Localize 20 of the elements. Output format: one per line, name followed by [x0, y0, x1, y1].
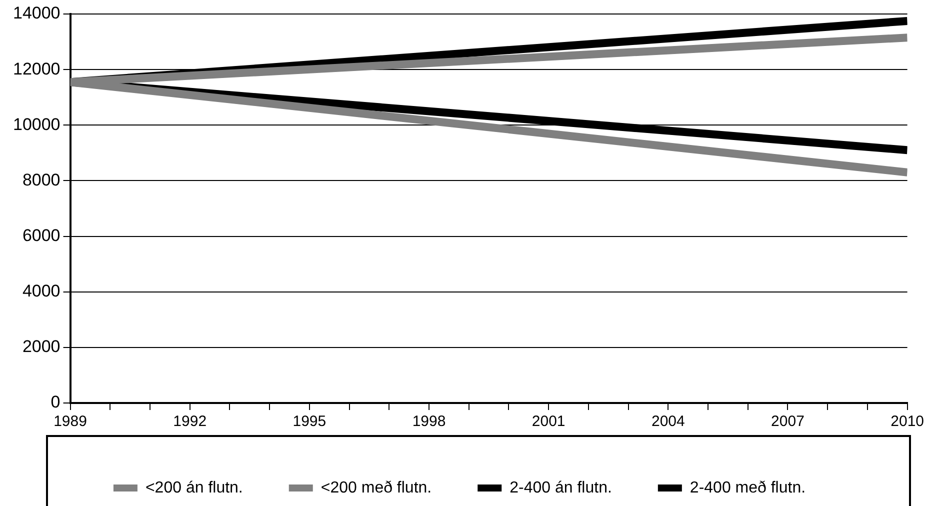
- y-tick-label: 10000: [12, 114, 60, 134]
- x-tick-label: 2004: [651, 413, 685, 430]
- legend-label: 2-400 án flutn.: [510, 479, 612, 496]
- y-tick-label: 8000: [22, 170, 60, 190]
- x-tick-label: 2010: [890, 413, 924, 430]
- legend-label: <200 án flutn.: [145, 479, 243, 496]
- x-tick-label: 1989: [54, 413, 87, 430]
- x-tick-label: 1995: [292, 413, 326, 430]
- y-tick-label: 12000: [12, 59, 60, 78]
- y-tick-label: 2000: [22, 337, 60, 356]
- x-tick-label: 1998: [412, 413, 446, 430]
- y-tick-label: 4000: [22, 282, 60, 301]
- x-tick-label: 2007: [771, 413, 804, 430]
- legend-label: 2-400 með flutn.: [690, 479, 806, 496]
- x-tick-label: 1992: [173, 413, 207, 430]
- y-tick-label: 14000: [12, 4, 60, 23]
- y-tick-label: 6000: [22, 226, 60, 245]
- legend-label: <200 með flutn.: [320, 479, 432, 496]
- x-tick-label: 2001: [532, 413, 566, 430]
- y-tick-label: 0: [50, 392, 60, 412]
